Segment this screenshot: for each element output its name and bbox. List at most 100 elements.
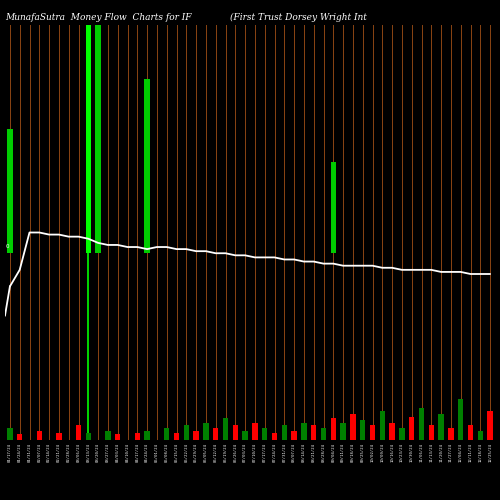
Text: 10/16/24: 10/16/24 [390, 442, 394, 462]
Text: 06/19/24: 06/19/24 [224, 442, 228, 462]
Bar [282, 426, 287, 440]
Text: 05/22/24: 05/22/24 [184, 442, 188, 462]
Bar [36, 432, 42, 440]
Bar [7, 428, 12, 440]
Text: 10/30/24: 10/30/24 [410, 442, 414, 462]
Text: 05/29/24: 05/29/24 [194, 442, 198, 462]
Bar [194, 432, 199, 440]
Bar [321, 428, 326, 440]
Bar [115, 434, 120, 440]
Bar [86, 0, 91, 253]
Text: 01/17/24: 01/17/24 [8, 442, 12, 462]
Text: 02/14/24: 02/14/24 [47, 442, 51, 462]
Bar [76, 426, 81, 440]
Bar [213, 428, 218, 440]
Text: 11/20/24: 11/20/24 [439, 442, 443, 462]
Text: 02/07/24: 02/07/24 [38, 442, 42, 462]
Text: 03/20/24: 03/20/24 [96, 442, 100, 462]
Text: 06/05/24: 06/05/24 [204, 442, 208, 462]
Bar [17, 434, 22, 440]
Text: 07/31/24: 07/31/24 [282, 442, 286, 462]
Bar [144, 432, 150, 440]
Text: 09/25/24: 09/25/24 [360, 442, 364, 462]
Text: 03/27/24: 03/27/24 [106, 442, 110, 462]
Text: 04/24/24: 04/24/24 [145, 442, 149, 462]
Bar [311, 426, 316, 440]
Text: 07/17/24: 07/17/24 [262, 442, 266, 462]
Text: 11/27/24: 11/27/24 [449, 442, 453, 462]
Text: 12/25/24: 12/25/24 [488, 442, 492, 462]
Text: 06/26/24: 06/26/24 [234, 442, 237, 462]
Bar [458, 400, 464, 440]
Text: 11/06/24: 11/06/24 [420, 442, 424, 462]
Bar [232, 426, 238, 440]
Bar [419, 408, 424, 440]
Text: 03/06/24: 03/06/24 [76, 442, 80, 462]
Text: 02/28/24: 02/28/24 [66, 442, 70, 462]
Text: 05/08/24: 05/08/24 [164, 442, 168, 462]
Text: 12/11/24: 12/11/24 [468, 442, 472, 462]
Bar [96, 0, 101, 253]
Text: 02/21/24: 02/21/24 [57, 442, 61, 462]
Bar [428, 426, 434, 440]
Bar [360, 420, 366, 440]
Text: 10/02/24: 10/02/24 [370, 442, 374, 462]
Bar [252, 422, 258, 440]
Bar [330, 418, 336, 440]
Bar [262, 428, 268, 440]
Text: 08/28/24: 08/28/24 [322, 442, 326, 462]
Bar [301, 422, 306, 440]
Bar [409, 417, 414, 440]
Text: 05/15/24: 05/15/24 [174, 442, 178, 462]
Bar [330, 162, 336, 253]
Text: 11/13/24: 11/13/24 [430, 442, 434, 462]
Bar [478, 432, 483, 440]
Text: 0: 0 [6, 244, 10, 249]
Text: 05/01/24: 05/01/24 [155, 442, 159, 462]
Text: MunafaSutra  Money Flow  Charts for IF: MunafaSutra Money Flow Charts for IF [5, 12, 192, 22]
Bar [488, 411, 493, 440]
Text: 09/11/24: 09/11/24 [341, 442, 345, 462]
Bar [223, 418, 228, 440]
Bar [184, 426, 189, 440]
Text: 12/18/24: 12/18/24 [478, 442, 482, 462]
Text: 07/03/24: 07/03/24 [243, 442, 247, 462]
Bar [174, 432, 179, 440]
Bar [438, 414, 444, 440]
Bar [7, 128, 12, 253]
Text: 03/13/24: 03/13/24 [86, 442, 90, 462]
Text: 12/04/24: 12/04/24 [458, 442, 462, 462]
Bar [134, 432, 140, 440]
Bar [164, 428, 170, 440]
Bar [370, 426, 375, 440]
Text: 08/21/24: 08/21/24 [312, 442, 316, 462]
Bar [448, 428, 454, 440]
Text: 01/24/24: 01/24/24 [18, 442, 21, 462]
Text: 08/07/24: 08/07/24 [292, 442, 296, 462]
Text: 07/10/24: 07/10/24 [253, 442, 257, 462]
Text: 08/14/24: 08/14/24 [302, 442, 306, 462]
Bar [56, 432, 62, 440]
Text: 10/23/24: 10/23/24 [400, 442, 404, 462]
Bar [272, 432, 277, 440]
Text: 10/09/24: 10/09/24 [380, 442, 384, 462]
Bar [144, 79, 150, 253]
Bar [105, 432, 110, 440]
Text: 07/24/24: 07/24/24 [272, 442, 276, 462]
Bar [468, 426, 473, 440]
Bar [390, 422, 395, 440]
Text: 04/10/24: 04/10/24 [126, 442, 130, 462]
Bar [86, 432, 91, 440]
Text: 01/31/24: 01/31/24 [28, 442, 32, 462]
Text: (First Trust Dorsey Wright Int: (First Trust Dorsey Wright Int [230, 12, 367, 22]
Bar [242, 432, 248, 440]
Bar [340, 422, 346, 440]
Text: 04/03/24: 04/03/24 [116, 442, 119, 462]
Bar [380, 411, 385, 440]
Text: 09/04/24: 09/04/24 [332, 442, 336, 462]
Text: 09/18/24: 09/18/24 [351, 442, 355, 462]
Bar [203, 422, 208, 440]
Bar [399, 428, 404, 440]
Bar [292, 432, 297, 440]
Text: 04/17/24: 04/17/24 [136, 442, 140, 462]
